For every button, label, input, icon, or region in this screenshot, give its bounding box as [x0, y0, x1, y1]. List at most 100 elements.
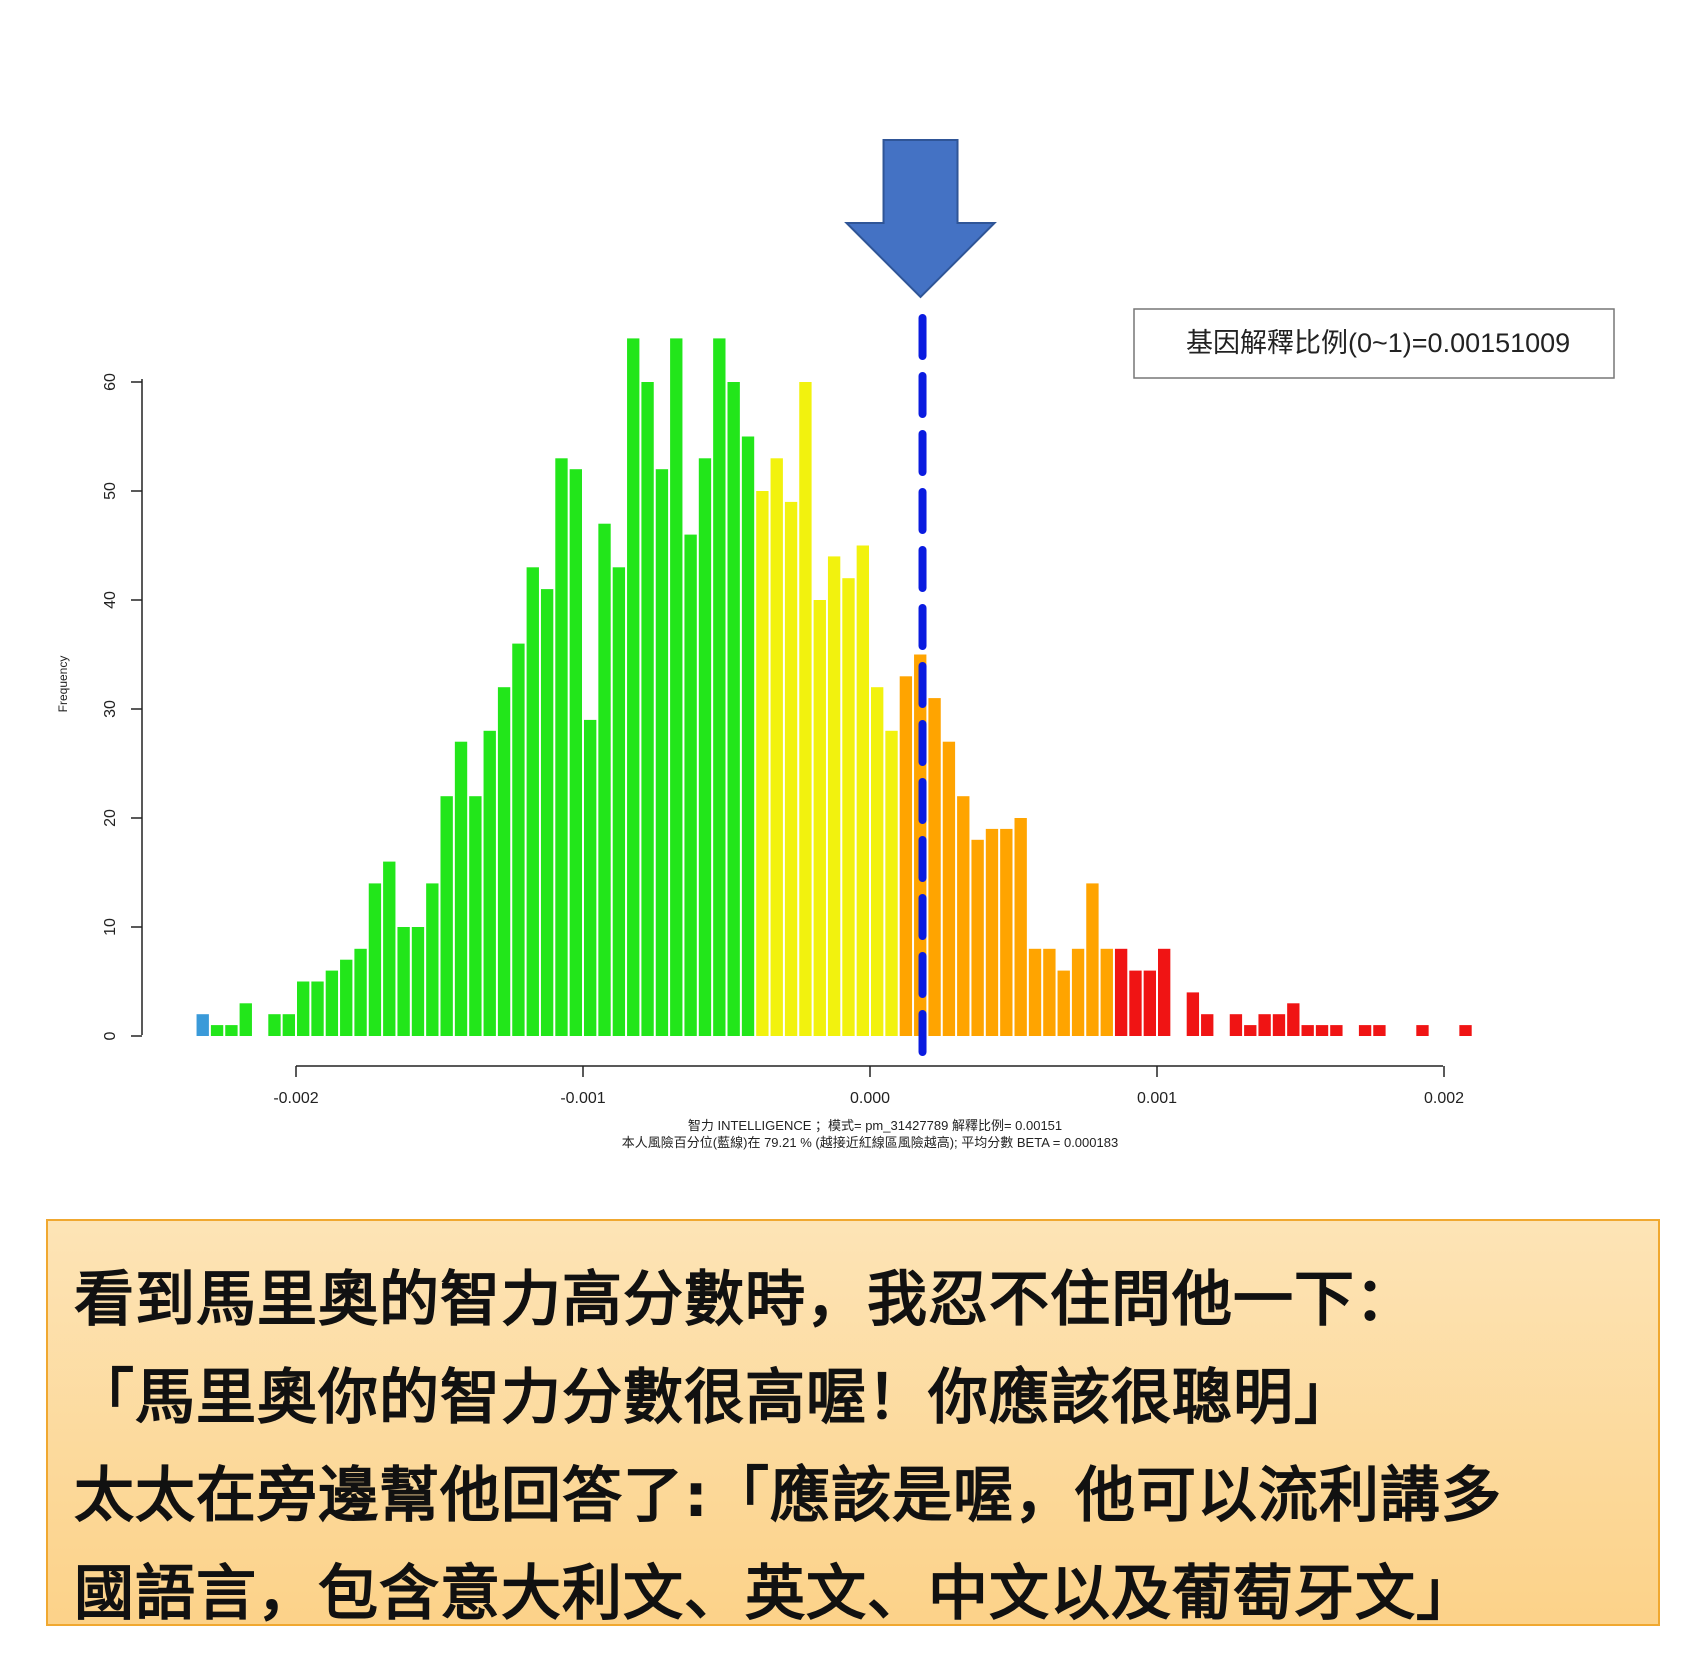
- caption-line-2: 「馬里奧你的智力分數很高喔！你應該很聰明」: [74, 1363, 1355, 1433]
- histogram-bar: [1258, 1014, 1271, 1036]
- histogram-bar: [1043, 948, 1056, 1036]
- histogram-bar: [397, 927, 410, 1036]
- histogram-bar: [899, 676, 913, 1036]
- histogram-bar: [1086, 883, 1099, 1036]
- histogram-bar: [325, 970, 339, 1036]
- histogram-bar: [1244, 1025, 1257, 1036]
- x-tick-label: 0.000: [850, 1090, 890, 1107]
- histogram-bar: [813, 600, 826, 1036]
- histogram-bar: [512, 643, 525, 1036]
- y-tick-label: 30: [102, 700, 119, 718]
- histogram-bar: [957, 796, 970, 1036]
- histogram-bar: [311, 981, 324, 1036]
- pointer-arrow-icon: [844, 139, 997, 299]
- histogram-bar: [1000, 828, 1013, 1036]
- histogram-bar: [526, 567, 539, 1036]
- y-tick-label: 20: [102, 809, 119, 827]
- caption-line-4: 國語言，包含意大利文、英文、中文以及葡萄牙文」: [74, 1559, 1477, 1629]
- histogram-bar: [540, 589, 554, 1036]
- histogram-bar: [1186, 992, 1200, 1036]
- histogram-bar: [584, 719, 597, 1036]
- histogram-bar: [1459, 1025, 1472, 1036]
- histogram-bar: [1071, 948, 1085, 1036]
- x-axis-label-line-2: 本人風險百分位(藍線)在 79.21 % (越接近紅線區風險越高); 平均分數 …: [622, 1135, 1118, 1150]
- x-tick-label: -0.002: [273, 1090, 318, 1107]
- histogram-bars: [196, 338, 1472, 1036]
- caption-box: 看到馬里奧的智力高分數時，我忍不住問他一下： 「馬里奧你的智力分數很高喔！你應該…: [46, 1219, 1660, 1629]
- histogram-bar: [985, 828, 999, 1036]
- histogram-bar: [440, 796, 453, 1036]
- caption-line-3: 太太在旁邊幫他回答了:「應該是喔，他可以流利講多: [74, 1461, 1502, 1531]
- histogram-bar: [1272, 1014, 1286, 1036]
- histogram-bar: [871, 687, 884, 1036]
- legend-text: 基因解釋比例(0~1)=0.00151009: [1186, 328, 1570, 358]
- histogram-bar: [340, 959, 353, 1036]
- y-tick-label: 10: [102, 918, 119, 936]
- y-axis-label: Frequency: [56, 656, 70, 713]
- histogram-bar: [1416, 1025, 1429, 1036]
- histogram-bar: [268, 1014, 281, 1036]
- histogram-bar: [641, 382, 654, 1036]
- histogram-bar: [454, 741, 468, 1036]
- histogram-bar: [799, 382, 812, 1036]
- x-tick-label: 0.001: [1137, 1090, 1177, 1107]
- histogram-bar: [469, 796, 482, 1036]
- histogram-bar: [426, 883, 439, 1036]
- histogram-bar: [1114, 948, 1128, 1036]
- histogram-bar: [1287, 1003, 1300, 1036]
- histogram-bar: [411, 927, 425, 1036]
- histogram-bar: [497, 687, 511, 1036]
- histogram-bar: [727, 382, 740, 1036]
- histogram-bar: [842, 578, 855, 1036]
- histogram-bar: [354, 948, 367, 1036]
- histogram-bar: [1057, 970, 1070, 1036]
- y-axis-ticks: 0 10 20 30 40 50 60: [102, 373, 142, 1040]
- histogram-bar: [1100, 948, 1113, 1036]
- histogram-bar: [1158, 948, 1171, 1036]
- histogram-bar: [612, 567, 626, 1036]
- histogram-bar: [627, 338, 640, 1036]
- legend-box: [1133, 308, 1615, 379]
- histogram-bar: [1143, 970, 1156, 1036]
- histogram-bar: [383, 861, 396, 1036]
- histogram-bar: [1229, 1014, 1243, 1036]
- histogram-bar: [827, 556, 841, 1036]
- histogram-bar: [942, 741, 956, 1036]
- histogram-bar: [569, 469, 582, 1036]
- y-tick-label: 50: [102, 482, 119, 500]
- y-tick-label: 60: [102, 373, 119, 391]
- histogram-bar: [684, 534, 697, 1036]
- x-tick-label: -0.001: [560, 1090, 605, 1107]
- histogram-bar: [856, 545, 869, 1036]
- histogram-bar: [598, 523, 611, 1036]
- histogram-bar: [210, 1025, 224, 1036]
- histogram-chart: 0 10 20 30 40 50 60 -0.002 -0.001 0.000 0.001 0.00…: [56, 139, 1615, 1150]
- histogram-bar: [282, 1014, 295, 1036]
- histogram-bar: [655, 469, 669, 1036]
- histogram-bar: [885, 730, 898, 1036]
- histogram-bar: [1373, 1025, 1386, 1036]
- histogram-bar: [297, 981, 310, 1036]
- histogram-bar: [971, 839, 984, 1036]
- histogram-bar: [196, 1014, 209, 1036]
- histogram-bar: [368, 883, 382, 1036]
- histogram-bar: [928, 698, 941, 1036]
- histogram-bar: [239, 1003, 252, 1036]
- histogram-bar: [698, 458, 712, 1036]
- caption-line-1: 看到馬里奧的智力高分數時，我忍不住問他一下：: [74, 1265, 1416, 1335]
- histogram-bar: [483, 730, 496, 1036]
- histogram-bar: [1301, 1025, 1314, 1036]
- y-tick-label: 40: [102, 591, 119, 609]
- y-tick-label: 0: [102, 1031, 119, 1040]
- histogram-bar: [1315, 1025, 1329, 1036]
- histogram-bar: [770, 458, 783, 1036]
- histogram-bar: [225, 1025, 238, 1036]
- x-tick-label: 0.002: [1424, 1090, 1464, 1107]
- histogram-bar: [1129, 970, 1142, 1036]
- x-axis-ticks: -0.002 -0.001 0.000 0.001 0.002: [273, 1066, 1464, 1107]
- histogram-bar: [784, 501, 798, 1036]
- histogram-bar: [555, 458, 568, 1036]
- histogram-bar: [741, 436, 755, 1036]
- histogram-bar: [1330, 1025, 1343, 1036]
- histogram-bar: [670, 338, 683, 1036]
